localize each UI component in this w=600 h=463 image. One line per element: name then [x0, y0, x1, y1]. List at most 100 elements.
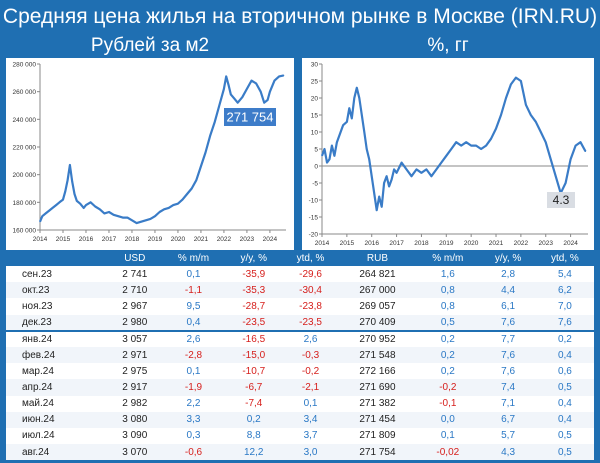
right-chart-title: %, гг	[427, 35, 469, 56]
table-row: июл.24 3 090 0,3 8,8 3,7 271 809 0,1 5,7 0,5	[6, 428, 594, 444]
table-cell: 272 166	[359, 365, 396, 377]
data-point	[69, 164, 71, 166]
data-point	[158, 211, 161, 213]
data-point	[122, 216, 124, 219]
table-cell: 8,8	[246, 430, 261, 442]
last-value-label: 4.3	[547, 192, 575, 208]
last-value-text: 271 754	[227, 110, 274, 125]
left-chart-title: Рублей за м2	[90, 35, 210, 56]
data-point	[331, 145, 333, 147]
data-point	[273, 80, 276, 82]
data-point	[388, 185, 390, 187]
data-point	[326, 162, 328, 164]
x-tick-label: 2021	[489, 240, 504, 247]
data-point	[55, 204, 57, 206]
row-date: окт.23	[6, 282, 109, 299]
table-cell: -23,5	[281, 314, 340, 331]
y-tick-label: 30	[311, 62, 319, 69]
x-tick-label: 2016	[79, 236, 94, 243]
data-point	[246, 88, 248, 90]
table-row: окт.23 2 710 -1,1 -35,3 -30,4 267 000 0,8 4,4 6,…	[6, 282, 594, 299]
table-cell: -1,1	[160, 282, 227, 299]
table-cell: 0,2	[226, 411, 282, 428]
table-cell: 271 754	[339, 444, 416, 461]
row-date: июн.24	[6, 411, 109, 428]
data-point	[495, 128, 497, 130]
table-cell: 271 548	[339, 346, 416, 364]
data-point	[550, 158, 552, 160]
data-point	[145, 219, 147, 221]
x-tick-label: 2022	[217, 236, 232, 243]
data-point	[445, 155, 447, 157]
data-point	[348, 107, 350, 109]
column-header: ytd, %	[281, 251, 340, 266]
data-point	[346, 121, 348, 123]
table-cell: 0,1	[303, 398, 318, 410]
x-tick-label: 2018	[414, 240, 429, 247]
table-cell: -0,2	[301, 365, 320, 377]
data-point	[555, 175, 557, 177]
last-value-text: 4.3	[553, 193, 570, 207]
x-tick-label: 2017	[389, 240, 404, 247]
table-cell: -28,7	[242, 300, 266, 312]
table-cell: 0,2	[535, 329, 594, 347]
data-point	[181, 198, 184, 201]
data-point	[227, 84, 230, 86]
table-cell: 7,1	[501, 398, 516, 410]
data-point	[440, 162, 442, 164]
table-row: янв.24 3 057 2,6 -16,5 2,6 270 952 0,2 7,7 0,2	[6, 329, 594, 347]
data-point	[186, 193, 188, 195]
x-tick-label: 2014	[33, 236, 48, 243]
data-point	[545, 141, 547, 143]
row-date: апр.24	[6, 379, 109, 396]
table-cell: -0,6	[160, 444, 227, 461]
x-tick-label: 2020	[171, 236, 186, 243]
y-tick-label: 220 000	[13, 145, 37, 152]
x-tick-label: 2018	[125, 236, 140, 243]
table-cell: -35,3	[226, 282, 282, 299]
data-point	[405, 168, 408, 170]
y-tick-label: -10	[309, 198, 319, 205]
y-tick-label: 15	[311, 113, 319, 120]
table-cell: -29,6	[299, 268, 322, 280]
table-cell: 9,5	[186, 300, 201, 312]
yoy-chart-panel: -20 -15 -10 -5 0 5 10 15 20 25 30 2014 2015 2016 2017 2…	[302, 58, 594, 250]
price-chart: 160 000 180 000 200 000 220 000 240 000 260 0…	[13, 62, 286, 243]
data-point	[395, 172, 398, 174]
data-point	[278, 75, 280, 78]
table-row: ноя.23 2 967 9,5 -28,7 -23,8 269 057 0,8 6,1 7,0	[6, 298, 594, 314]
data-point	[400, 162, 403, 164]
table-body: сен.23 2 741 0,1 -35,9 -29,6 264 821 1,6 2,8 5,4…	[6, 266, 594, 461]
column-header	[6, 251, 109, 266]
table-cell: 7,6	[535, 314, 594, 331]
table-cell: 2,2	[186, 398, 201, 410]
data-point	[218, 104, 220, 107]
data-point	[230, 93, 232, 96]
data-point	[71, 180, 73, 183]
data-point	[250, 80, 253, 82]
data-point	[420, 172, 423, 174]
y-tick-label: -20	[309, 232, 319, 239]
data-point	[131, 219, 133, 221]
x-tick-label: 2015	[340, 240, 355, 247]
table-row: май.24 2 982 2,2 -7,4 0,1 271 382 -0,1 7,1 0,4	[6, 396, 594, 412]
data-point	[460, 145, 462, 147]
data-point	[338, 134, 341, 136]
data-point	[415, 168, 418, 170]
data-point	[366, 148, 368, 150]
table-cell: 0,6	[557, 365, 572, 377]
x-tick-label: 2019	[148, 236, 163, 243]
data-point	[351, 117, 353, 119]
data-point	[510, 83, 512, 85]
x-tick-label: 2019	[439, 240, 454, 247]
table-cell: -35,9	[242, 268, 266, 280]
data-point	[66, 179, 69, 181]
y-tick-label: 240 000	[13, 117, 37, 124]
table-cell: 7,6	[480, 346, 536, 364]
data-point	[94, 205, 96, 208]
table-cell: 0,1	[186, 365, 201, 377]
table-cell: 3 070	[108, 444, 161, 461]
table-cell: 1,6	[440, 268, 455, 280]
last-value-box	[547, 192, 575, 208]
y-tick-label: 200 000	[13, 172, 37, 179]
